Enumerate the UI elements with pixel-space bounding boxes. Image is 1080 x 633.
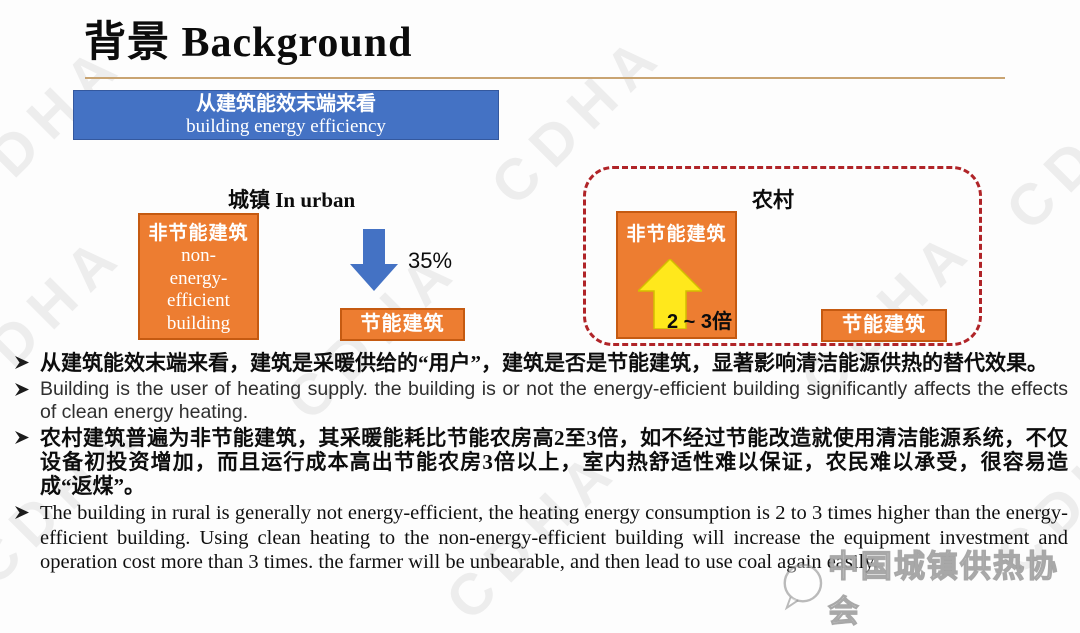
- arrowhead-bullet-icon: [14, 378, 31, 423]
- bullet-text: 从建筑能效末端来看，建筑是采暖供给的“用户”，建筑是否是节能建筑，显著影响清洁能…: [40, 351, 1048, 375]
- bullet-item-zh-2: 农村建筑普遍为非节能建筑，其采暖能耗比节能农房高2至3倍，如不经过节能改造就使用…: [14, 426, 1068, 498]
- cdha-watermark: CDHA: [993, 44, 1080, 243]
- urban-group-label: 城镇 In urban: [228, 188, 356, 212]
- multiplier-label: 2 ~ 3倍: [666, 311, 732, 333]
- up-arrow-icon: [638, 259, 702, 329]
- reduction-percentage-label: 35%: [408, 248, 453, 273]
- page-title: 背景 Background: [84, 20, 413, 66]
- bullet-list: 从建筑能效末端来看，建筑是采暖供给的“用户”，建筑是否是节能建筑，显著影响清洁能…: [14, 351, 1068, 578]
- bullet-item-zh-1: 从建筑能效末端来看，建筑是采暖供给的“用户”，建筑是否是节能建筑，显著影响清洁能…: [14, 351, 1068, 375]
- bullet-text: Building is the user of heating supply. …: [40, 378, 1068, 423]
- rural-non-efficient-title: 非节能建筑: [626, 224, 727, 245]
- urban-non-efficient-subtitle: non- energy- efficient building: [166, 245, 231, 334]
- header-box-zh-line: 从建筑能效末端来看: [196, 92, 376, 115]
- urban-non-efficient-box: 非节能建筑 non- energy- efficient building: [138, 213, 259, 340]
- bullet-text: 农村建筑普遍为非节能建筑，其采暖能耗比节能农房高2至3倍，如不经过节能改造就使用…: [40, 426, 1068, 498]
- bullet-item-en-2: The building in rural is generally not e…: [14, 501, 1068, 575]
- header-box: 从建筑能效末端来看 building energy efficiency: [73, 90, 499, 140]
- rural-dashed-frame: [583, 166, 982, 346]
- bullet-item-en-1: Building is the user of heating supply. …: [14, 378, 1068, 423]
- title-underline: [85, 77, 1005, 79]
- urban-efficient-box: 节能建筑: [340, 308, 465, 341]
- arrowhead-bullet-icon: [14, 501, 31, 575]
- rural-non-efficient-box: 非节能建筑 2 ~ 3倍: [616, 211, 737, 339]
- urban-non-efficient-title: 非节能建筑: [148, 223, 249, 244]
- arrowhead-bullet-icon: [14, 426, 31, 498]
- bullet-text: The building in rural is generally not e…: [40, 502, 1068, 573]
- rural-efficient-box: 节能建筑: [821, 309, 947, 342]
- header-box-en-line: building energy efficiency: [186, 115, 386, 137]
- rural-group-label: 农村: [752, 188, 794, 212]
- arrowhead-bullet-icon: [14, 351, 31, 375]
- down-arrow-icon: [350, 229, 398, 291]
